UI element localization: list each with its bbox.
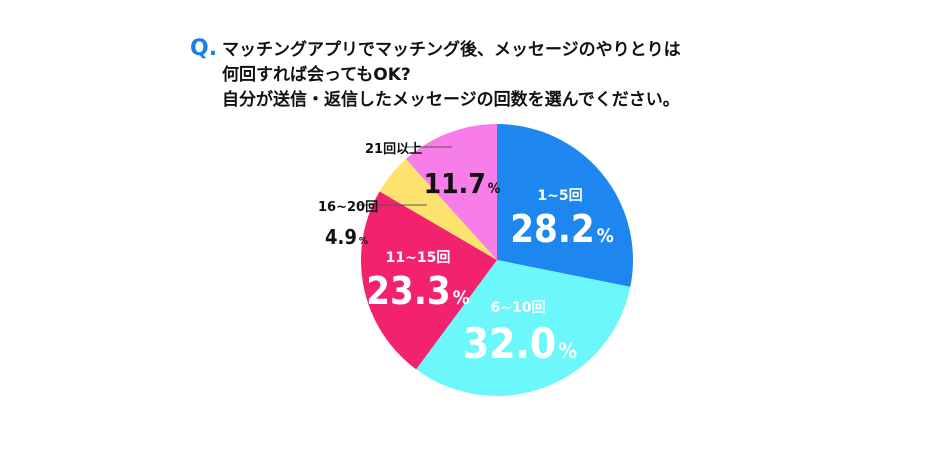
category-label-1: 1~5回 xyxy=(537,188,582,204)
pie-slice-3 xyxy=(361,191,497,370)
question-line-3: 自分が送信・返信したメッセージの回数を選んでください。 xyxy=(222,90,680,110)
question-mark: Q. xyxy=(190,36,218,61)
value-label-3: 23.3% xyxy=(366,269,470,313)
category-label-4: 16~20回 xyxy=(318,200,378,215)
category-label-3: 11~15回 xyxy=(386,250,451,266)
category-label-2: 6~10回 xyxy=(491,300,546,316)
pie-slice-1 xyxy=(497,124,633,287)
pie-slice-5 xyxy=(405,124,497,260)
pie-slice-2 xyxy=(416,260,631,396)
question-line-1: マッチングアプリでマッチング後、メッセージのやりとりは xyxy=(222,40,681,60)
category-label-5: 21回以上 xyxy=(365,142,422,157)
pie-slice-4 xyxy=(379,159,497,260)
value-label-1: 28.2% xyxy=(510,207,614,251)
value-label-2: 32.0% xyxy=(463,319,577,368)
value-label-5: 11.7% xyxy=(424,167,501,200)
question-line-2: 何回すれば会ってもOK? xyxy=(222,65,411,85)
value-label-4: 4.9% xyxy=(325,225,368,249)
question-text: マッチングアプリでマッチング後、メッセージのやりとりは 何回すれば会ってもOK?… xyxy=(222,38,681,113)
